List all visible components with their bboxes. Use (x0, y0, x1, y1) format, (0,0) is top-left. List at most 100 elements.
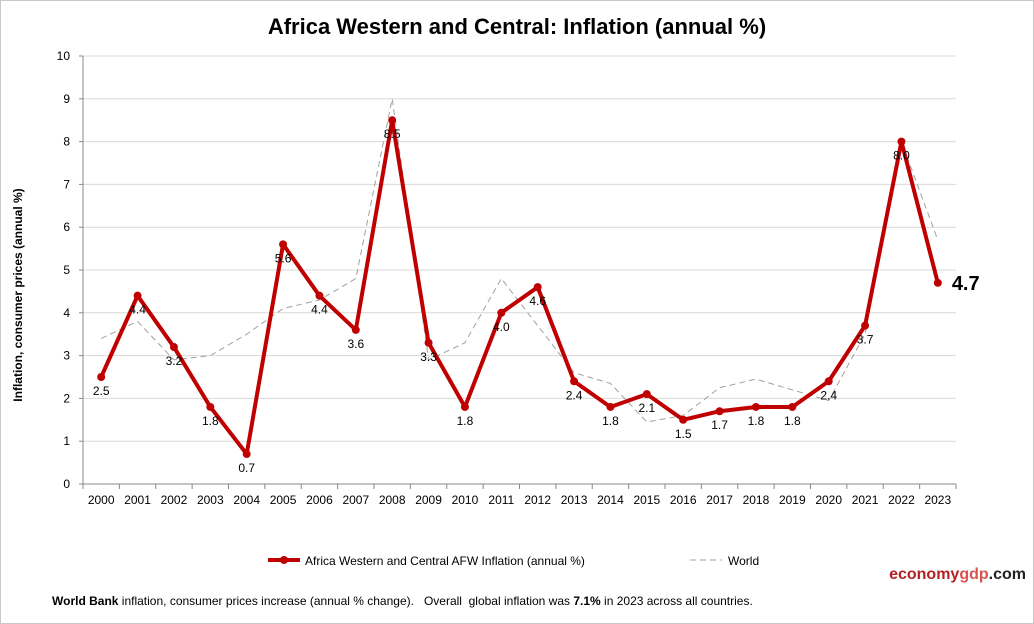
data-label: 2.5 (93, 384, 110, 398)
series-line (99, 118, 940, 457)
data-label: 2.4 (820, 388, 837, 402)
data-point (933, 278, 942, 287)
footnote-part: World Bank (52, 594, 119, 608)
y-axis-label: Inflation, consumer prices (annual %) (11, 188, 25, 401)
data-label: 1.5 (675, 427, 692, 441)
x-tick-label: 2013 (561, 493, 588, 507)
legend-marker (280, 556, 288, 564)
x-tick-label: 2021 (852, 493, 879, 507)
data-label: 2.1 (638, 401, 655, 415)
x-tick-label: 2022 (888, 493, 915, 507)
y-tick-label: 5 (63, 263, 70, 277)
data-point (861, 321, 870, 330)
data-point (133, 291, 142, 300)
data-point (206, 402, 215, 411)
brand: economygdp.com (889, 566, 1026, 583)
data-point (497, 308, 506, 317)
data-point (788, 402, 797, 411)
data-label: 1.7 (711, 418, 728, 432)
data-point (642, 390, 651, 399)
data-label: 4.0 (493, 320, 510, 334)
data-point (570, 377, 579, 386)
x-tick-label: 2019 (779, 493, 806, 507)
data-point (533, 283, 542, 292)
data-point (824, 377, 833, 386)
data-label: 4.4 (311, 303, 328, 317)
data-point (315, 291, 324, 300)
y-tick-label: 4 (63, 306, 70, 320)
x-tick-label: 2006 (306, 493, 333, 507)
x-tick-label: 2012 (524, 493, 551, 507)
y-tick-label: 0 (63, 477, 70, 491)
footnote: World Bank inflation, consumer prices in… (52, 594, 753, 608)
footnote-part: in 2023 across all countries. (601, 594, 753, 608)
data-label: 4.6 (529, 294, 546, 308)
y-tick-label: 10 (57, 49, 71, 63)
data-label: 3.7 (857, 333, 874, 347)
data-point (715, 407, 724, 416)
plot-area: 0 1 2 3 4 5 6 7 8 9 10 2000 2001 2002 2003 2004 2005 2006… (57, 49, 980, 507)
x-tick-label: 2016 (670, 493, 697, 507)
y-tick-label: 1 (63, 434, 70, 448)
data-label: 0.7 (238, 461, 255, 475)
x-tick-label: 2015 (633, 493, 660, 507)
y-tick-label: 3 (63, 349, 70, 363)
data-point (169, 343, 178, 352)
data-label: 3.6 (347, 337, 364, 351)
data-label: 4.7 (952, 273, 980, 295)
y-tick-label: 8 (63, 135, 70, 149)
x-tick-label: 2018 (743, 493, 770, 507)
data-label: 1.8 (784, 414, 801, 428)
data-label: 1.8 (202, 414, 219, 428)
data-label: 3.2 (166, 354, 183, 368)
data-label: 1.8 (748, 414, 765, 428)
data-point (242, 450, 251, 459)
legend: Africa Western and Central AFW Inflation… (268, 554, 759, 568)
data-point (606, 402, 615, 411)
x-tick-label: 2009 (415, 493, 442, 507)
data-label: 1.8 (602, 414, 619, 428)
x-tick-label: 2008 (379, 493, 406, 507)
x-tick-label: 2010 (452, 493, 479, 507)
footnote-part: 7.1% (573, 594, 601, 608)
x-tick-label: 2004 (233, 493, 260, 507)
data-point (751, 402, 760, 411)
series-line (100, 98, 939, 423)
data-point (279, 240, 288, 249)
data-point (388, 116, 397, 125)
x-tick-label: 2001 (124, 493, 151, 507)
y-tick-label: 9 (63, 92, 70, 106)
data-point (97, 373, 106, 381)
x-tick-label: 2017 (706, 493, 733, 507)
brand-part: economy (889, 566, 959, 583)
data-point (897, 137, 906, 146)
data-point (679, 415, 688, 424)
data-label: 3.3 (420, 350, 437, 364)
x-tick-label: 2007 (342, 493, 369, 507)
data-label: 4.4 (129, 303, 146, 317)
brand-part: gdp (959, 566, 989, 583)
x-tick-label: 2000 (88, 493, 115, 507)
legend-label: World (728, 554, 759, 568)
x-tick-label: 2020 (815, 493, 842, 507)
y-tick-label: 6 (63, 220, 70, 234)
x-tick-label: 2003 (197, 493, 224, 507)
data-point (351, 325, 360, 334)
x-tick-label: 2002 (161, 493, 188, 507)
footnote-part: inflation, consumer prices increase (ann… (118, 594, 573, 608)
x-tick-label: 2014 (597, 493, 624, 507)
data-point (424, 338, 433, 347)
data-label: 2.4 (566, 388, 583, 402)
data-label: 8.0 (893, 149, 910, 163)
data-point (460, 402, 469, 411)
x-tick-label: 2011 (488, 493, 514, 507)
data-label: 5.6 (275, 251, 292, 265)
y-tick-label: 7 (63, 177, 70, 191)
brand-part: .com (989, 566, 1026, 583)
legend-label: Africa Western and Central AFW Inflation… (305, 554, 585, 568)
data-label: 1.8 (457, 414, 474, 428)
data-label: 8.5 (384, 127, 401, 141)
chart-title: Africa Western and Central: Inflation (a… (268, 14, 766, 39)
